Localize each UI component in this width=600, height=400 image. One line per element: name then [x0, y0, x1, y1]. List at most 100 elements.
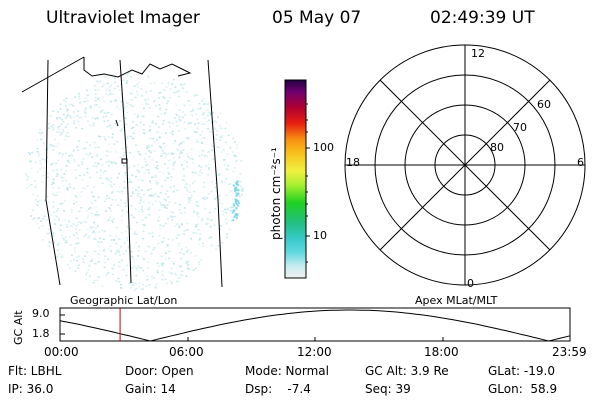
- speckle-dot: [102, 116, 105, 118]
- speckle-dot: [142, 270, 144, 272]
- speckle-dot: [78, 117, 81, 119]
- speckle-dot: [129, 135, 132, 138]
- limb-brightening: [237, 192, 240, 195]
- speckle-dot: [206, 120, 209, 123]
- speckle-dot: [187, 201, 190, 204]
- speckle-dot: [52, 127, 54, 129]
- app-title: Ultraviolet Imager: [46, 8, 200, 28]
- speckle-dot: [116, 251, 119, 254]
- speckle-dot: [196, 118, 199, 120]
- speckle-dot: [94, 262, 97, 265]
- speckle-dot: [85, 279, 88, 281]
- speckle-dot: [66, 123, 69, 126]
- speckle-dot: [120, 100, 123, 103]
- speckle-dot: [205, 223, 208, 225]
- speckle-dot: [166, 177, 169, 179]
- speckle-dot: [91, 116, 94, 119]
- speckle-dot: [141, 219, 144, 221]
- speckle-dot: [185, 275, 188, 277]
- speckle-dot: [52, 149, 55, 151]
- speckle-dot: [158, 216, 161, 218]
- speckle-dot: [75, 228, 77, 230]
- speckle-dot: [50, 125, 53, 128]
- speckle-dot: [122, 253, 125, 255]
- speckle-dot: [176, 189, 179, 192]
- speckle-dot: [181, 270, 184, 272]
- speckle-dot: [96, 279, 99, 281]
- speckle-dot: [132, 216, 135, 219]
- speckle-dot: [71, 211, 73, 213]
- speckle-dot: [186, 222, 189, 225]
- speckle-dot: [137, 195, 140, 197]
- speckle-dot: [118, 191, 121, 193]
- speckle-dot: [54, 138, 56, 141]
- speckle-dot: [177, 245, 180, 247]
- speckle-dot: [64, 139, 67, 141]
- speckle-dot: [120, 220, 123, 222]
- speckle-dot: [60, 255, 63, 257]
- x-tick-0000: 00:00: [44, 345, 79, 359]
- speckle-dot: [151, 144, 153, 147]
- speckle-dot: [105, 198, 108, 200]
- speckle-dot: [185, 91, 188, 93]
- speckle-dot: [144, 152, 147, 155]
- speckle-dot: [148, 172, 151, 174]
- speckle-dot: [119, 130, 122, 132]
- speckle-dot: [187, 122, 190, 125]
- speckle-dot: [173, 78, 175, 81]
- speckle-dot: [187, 260, 190, 263]
- speckle-dot: [192, 110, 194, 112]
- speckle-dot: [119, 72, 122, 75]
- info-glat: GLat: -19.0: [488, 364, 555, 378]
- speckle-dot: [41, 181, 44, 183]
- speckle-dot: [160, 255, 163, 258]
- speckle-dot: [176, 280, 179, 283]
- speckle-dot: [137, 179, 140, 181]
- speckle-dot: [75, 196, 78, 198]
- speckle-dot: [120, 199, 123, 201]
- polar-label-6: 6: [577, 156, 584, 169]
- speckle-dot: [78, 97, 81, 100]
- speckle-dot: [198, 239, 200, 241]
- speckle-dot: [89, 124, 92, 127]
- speckle-dot: [147, 245, 150, 248]
- speckle-dot: [172, 162, 175, 164]
- speckle-dot: [180, 248, 183, 250]
- speckle-dot: [176, 124, 179, 127]
- speckle-dot: [107, 160, 110, 163]
- speckle-dot: [97, 146, 100, 149]
- speckle-dot: [54, 218, 57, 220]
- speckle-dot: [175, 274, 178, 276]
- speckle-dot: [147, 208, 150, 211]
- speckle-dot: [129, 151, 131, 154]
- speckle-dot: [220, 127, 223, 130]
- speckle-dot: [58, 242, 61, 245]
- speckle-dot: [181, 152, 184, 154]
- speckle-dot: [191, 114, 194, 116]
- speckle-dot: [194, 226, 197, 228]
- speckle-dot: [207, 112, 210, 114]
- limb-brightening: [235, 189, 238, 192]
- speckle-dot: [49, 144, 52, 146]
- speckle-dot: [48, 122, 51, 125]
- speckle-dot: [93, 238, 96, 240]
- speckle-dot: [173, 190, 176, 192]
- speckle-dot: [75, 256, 78, 258]
- speckle-dot: [48, 228, 51, 231]
- speckle-dot: [149, 180, 151, 182]
- speckle-dot: [57, 207, 60, 210]
- speckle-dot: [231, 151, 234, 153]
- speckle-dot: [66, 131, 69, 134]
- speckle-dot: [185, 246, 188, 249]
- speckle-dot: [73, 116, 76, 118]
- speckle-dot: [187, 137, 190, 140]
- speckle-dot: [96, 153, 99, 156]
- speckle-dot: [159, 228, 162, 230]
- speckle-dot: [47, 232, 50, 234]
- speckle-dot: [105, 274, 108, 277]
- speckle-dot: [221, 180, 223, 182]
- speckle-dot: [154, 287, 157, 289]
- speckle-dot: [234, 141, 236, 143]
- speckle-dot: [110, 127, 113, 129]
- speckle-dot: [195, 131, 198, 133]
